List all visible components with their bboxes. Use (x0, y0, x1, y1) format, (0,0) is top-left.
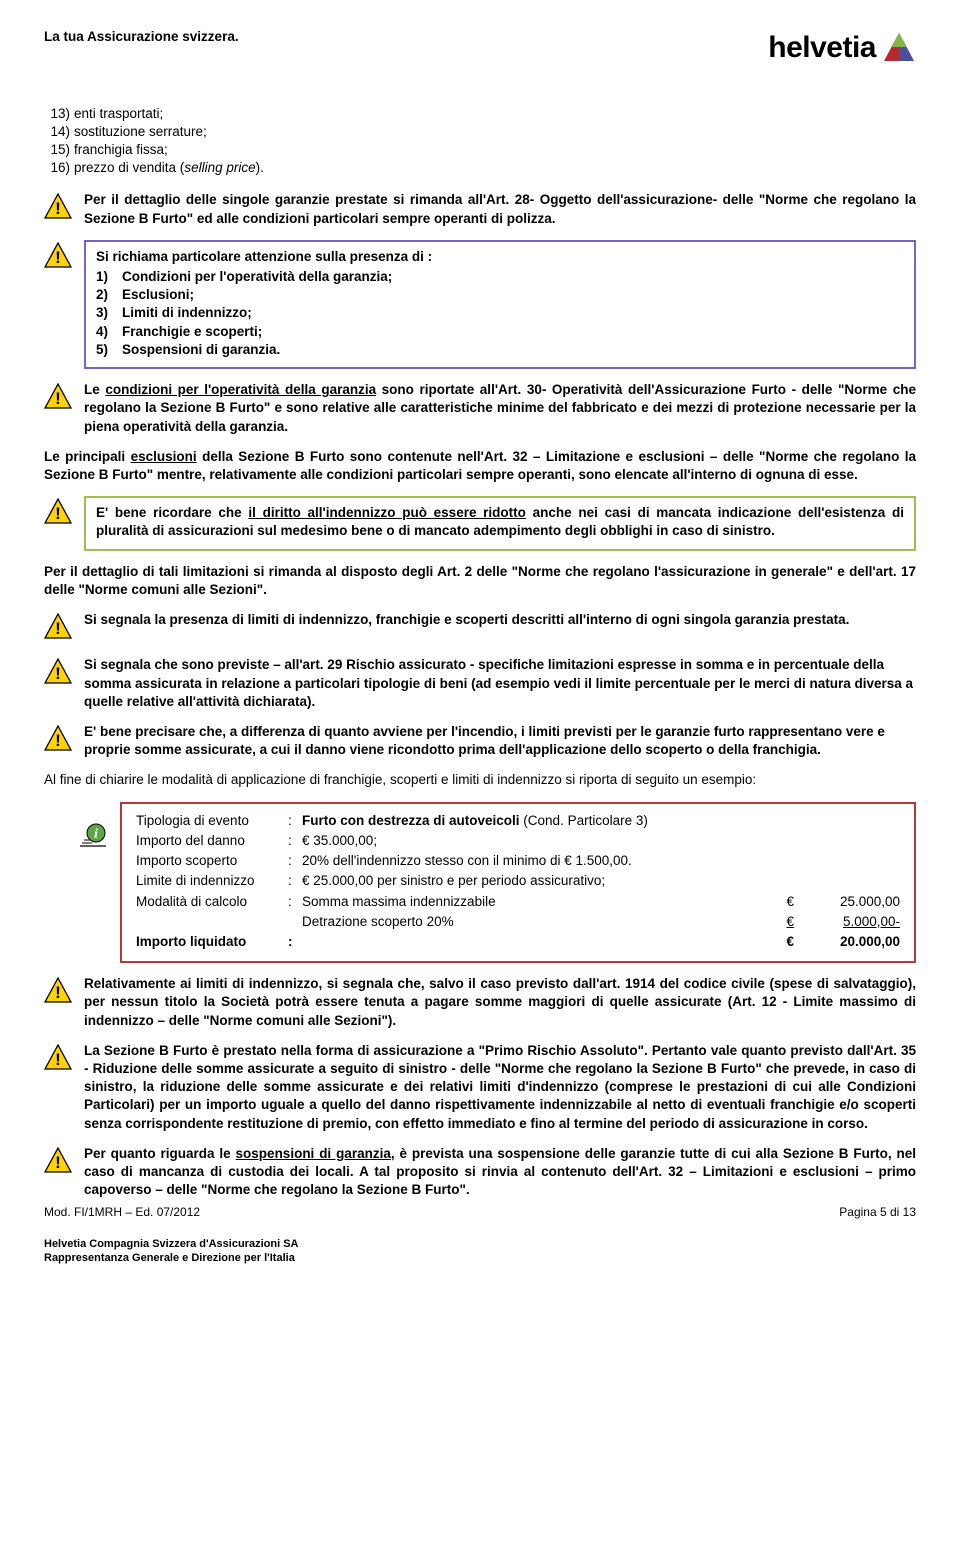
warning-icon: ! (44, 193, 72, 224)
paragraph: Al fine di chiarire le modalità di appli… (44, 771, 916, 789)
company-info: Helvetia Compagnia Svizzera d'Assicurazi… (44, 1238, 916, 1266)
tagline: La tua Assicurazione svizzera. (44, 28, 239, 46)
page-footer: Mod. FI/1MRH – Ed. 07/2012 Pagina 5 di 1… (44, 1204, 916, 1220)
paragraph: Le principali esclusioni della Sezione B… (44, 448, 916, 484)
warning-block: ! Per il dettaglio delle singole garanzi… (44, 191, 916, 227)
list-item: 13) enti trasportati; (44, 105, 916, 123)
warning-text: Relativamente ai limiti di indennizzo, s… (84, 975, 916, 1030)
list-item: 2)Esclusioni; (96, 286, 904, 304)
warning-block: ! E' bene precisare che, a differenza di… (44, 723, 916, 759)
warning-icon: ! (44, 383, 72, 414)
company-line2: Rappresentanza Generale e Direzione per … (44, 1252, 916, 1266)
red-frame-example: Tipologia di evento:Furto con destrezza … (120, 802, 916, 964)
warning-icon: ! (44, 1147, 72, 1178)
warning-text: Si segnala la presenza di limiti di inde… (84, 611, 916, 629)
warning-block-framed: ! Si richiama particolare attenzione sul… (44, 240, 916, 369)
table-row: Detrazione scoperto 20% € 5.000,00- (136, 913, 900, 931)
svg-text:!: ! (55, 504, 61, 523)
warning-text: Per il dettaglio delle singole garanzie … (84, 191, 916, 227)
warning-icon: ! (44, 977, 72, 1008)
list-num: 13) (44, 105, 74, 123)
list-item: 16) prezzo di vendita (selling price). (44, 159, 916, 177)
table-row: Limite di indennizzo:€ 25.000,00 per sin… (136, 872, 900, 890)
warning-icon: ! (44, 1044, 72, 1075)
warning-text: E' bene precisare che, a differenza di q… (84, 723, 916, 759)
svg-text:!: ! (55, 983, 61, 1002)
list-num: 15) (44, 141, 74, 159)
logo-text: helvetia (768, 28, 876, 69)
purple-frame: Si richiama particolare attenzione sulla… (84, 240, 916, 369)
table-row: Importo scoperto:20% dell'indennizzo ste… (136, 852, 900, 870)
info-example: i Tipologia di evento:Furto con destrezz… (78, 802, 916, 964)
doc-id: Mod. FI/1MRH – Ed. 07/2012 (44, 1204, 200, 1220)
warning-text: Si segnala che sono previste – all'art. … (84, 656, 916, 711)
green-frame: E' bene ricordare che il diritto all'ind… (84, 496, 916, 550)
warning-text: Le condizioni per l'operatività della ga… (84, 381, 916, 436)
frame-intro: Si richiama particolare attenzione sulla… (96, 248, 904, 266)
warning-block: ! Si segnala che sono previste – all'art… (44, 656, 916, 711)
warning-text: Per quanto riguarda le sospensioni di ga… (84, 1145, 916, 1200)
list-text: franchigia fissa; (74, 141, 916, 159)
logo-triangle-icon (882, 31, 916, 65)
table-row: Modalità di calcolo: Somma massima inden… (136, 893, 900, 911)
list-item: 5)Sospensioni di garanzia. (96, 341, 904, 359)
page-number: Pagina 5 di 13 (839, 1204, 916, 1220)
table-row: Tipologia di evento:Furto con destrezza … (136, 812, 900, 830)
svg-text:!: ! (55, 1153, 61, 1172)
warning-text: La Sezione B Furto è prestato nella form… (84, 1042, 916, 1133)
warning-block: ! Relativamente ai limiti di indennizzo,… (44, 975, 916, 1030)
logo: helvetia (768, 28, 916, 69)
list-item: 14) sostituzione serrature; (44, 123, 916, 141)
warning-block: ! Si segnala la presenza di limiti di in… (44, 611, 916, 644)
list-item: 1)Condizioni per l'operatività della gar… (96, 268, 904, 286)
list-item: 15) franchigia fissa; (44, 141, 916, 159)
svg-text:!: ! (55, 664, 61, 683)
warning-icon: ! (44, 498, 72, 529)
list-num: 14) (44, 123, 74, 141)
table-row: Importo del danno:€ 35.000,00; (136, 832, 900, 850)
warning-block: ! Le condizioni per l'operatività della … (44, 381, 916, 436)
paragraph: Per il dettaglio di tali limitazioni si … (44, 563, 916, 599)
warning-icon: ! (44, 658, 72, 689)
company-line1: Helvetia Compagnia Svizzera d'Assicurazi… (44, 1238, 916, 1252)
list-num: 16) (44, 159, 74, 177)
warning-block: ! La Sezione B Furto è prestato nella fo… (44, 1042, 916, 1133)
continued-list: 13) enti trasportati; 14) sostituzione s… (44, 105, 916, 178)
warning-block: ! Per quanto riguarda le sospensioni di … (44, 1145, 916, 1200)
svg-text:!: ! (55, 1050, 61, 1069)
warning-block-framed: ! E' bene ricordare che il diritto all'i… (44, 496, 916, 550)
warning-icon: ! (44, 242, 72, 273)
list-text: sostituzione serrature; (74, 123, 916, 141)
svg-text:!: ! (55, 619, 61, 638)
list-text: enti trasportati; (74, 105, 916, 123)
list-item: 4)Franchigie e scoperti; (96, 323, 904, 341)
table-row-total: Importo liquidato: € 20.000,00 (136, 933, 900, 951)
svg-text:i: i (94, 827, 98, 842)
list-item: 3)Limiti di indennizzo; (96, 304, 904, 322)
example-table: Tipologia di evento:Furto con destrezza … (134, 810, 902, 954)
warning-icon: ! (44, 613, 72, 644)
svg-text:!: ! (55, 199, 61, 218)
list-text: prezzo di vendita (selling price). (74, 159, 916, 177)
svg-text:!: ! (55, 248, 61, 267)
info-icon: i (78, 820, 108, 855)
attention-list: 1)Condizioni per l'operatività della gar… (96, 268, 904, 359)
svg-text:!: ! (55, 389, 61, 408)
warning-icon: ! (44, 725, 72, 756)
svg-text:!: ! (55, 731, 61, 750)
page-header: La tua Assicurazione svizzera. helvetia (44, 28, 916, 69)
